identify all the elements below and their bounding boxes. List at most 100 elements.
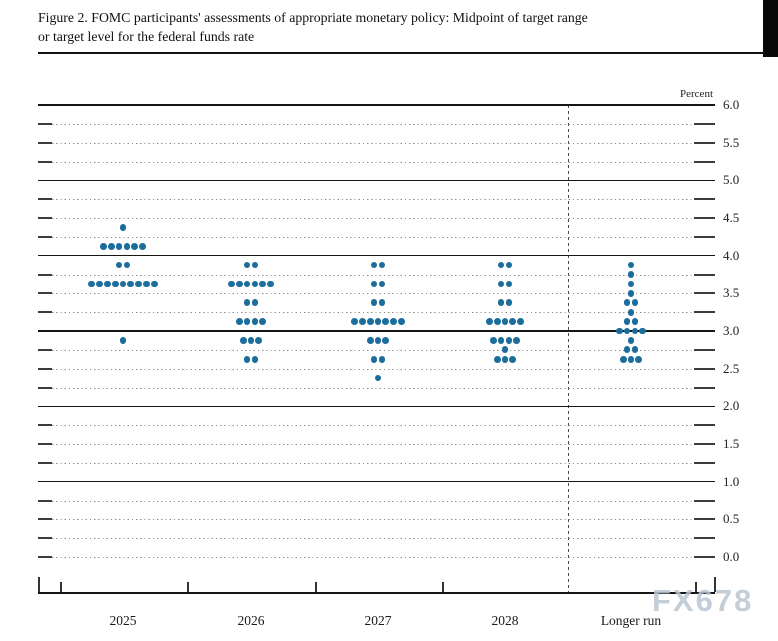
projection-dot-2026-3.375 (251, 299, 259, 307)
x-axis-tick (442, 582, 444, 592)
y-tick-right-4.25 (694, 235, 715, 238)
y-tick-left-0.75 (38, 499, 52, 502)
y-tick-left-4.25 (38, 235, 52, 238)
projection-dot-2027-3.875 (370, 261, 378, 269)
y-tick-right-0.25 (694, 537, 715, 540)
x-axis-tick (714, 577, 716, 592)
projection-dot-2025-3.625 (96, 280, 103, 288)
projection-dot-longer-run-3.25 (627, 308, 635, 316)
projection-dot-2027-3.125 (382, 318, 390, 325)
projection-dot-2027-2.625 (370, 355, 378, 363)
projection-dot-longer-run-2.625 (635, 355, 643, 363)
figure-title-line1: Figure 2. FOMC participants' assessments… (38, 10, 588, 25)
x-axis-line (38, 592, 715, 594)
projection-dot-2025-3.625 (111, 280, 119, 288)
x-axis-label-2026: 2026 (237, 613, 265, 628)
y-tick-left-0 (38, 556, 52, 558)
y-axis-label-6.0: 6.0 (723, 97, 740, 112)
projection-dot-2026-3.625 (228, 280, 235, 288)
y-tick-left-3.25 (38, 311, 52, 314)
y-axis-label-0.5: 0.5 (723, 511, 740, 527)
projection-dot-2027-3.125 (398, 318, 405, 325)
gridline-solid-1 (38, 480, 715, 483)
y-tick-right-1.5 (694, 443, 715, 445)
x-axis-tick (38, 577, 40, 592)
gridline-dotted-4.5 (52, 218, 694, 219)
gridline-dotted-3.5 (52, 293, 694, 295)
y-tick-right-0.75 (694, 499, 715, 502)
projection-dot-longer-run-3.75 (627, 271, 635, 278)
x-axis-tick (315, 582, 317, 592)
y-tick-right-3.25 (694, 311, 715, 314)
projection-dot-2028-3.125 (493, 318, 501, 325)
projection-dot-longer-run-3.375 (623, 299, 631, 307)
projection-dot-2026-3.625 (243, 280, 251, 288)
projection-dot-2027-3.625 (370, 280, 378, 288)
y-tick-left-1.5 (38, 443, 52, 445)
projection-dot-2027-3.875 (378, 261, 386, 269)
y-tick-left-1.75 (38, 424, 52, 427)
y-axis-unit-label: Percent (680, 88, 713, 100)
y-tick-left-2.75 (38, 348, 52, 351)
longer-run-separator-dashed-line (568, 105, 569, 593)
projection-dot-2027-3.375 (378, 299, 386, 307)
y-tick-left-3.75 (38, 273, 52, 276)
gridline-dotted-5.75 (52, 123, 694, 125)
y-axis-label-1.0: 1.0 (723, 473, 740, 489)
projection-dot-longer-run-3.625 (627, 280, 635, 288)
projection-dot-2027-3.125 (359, 318, 366, 325)
gridline-dotted-2.25 (52, 387, 694, 389)
projection-dot-2028-3.125 (509, 318, 517, 325)
projection-dot-2028-3.125 (501, 318, 509, 325)
projection-dot-2025-3.875 (115, 261, 123, 269)
figure-title: Figure 2. FOMC participants' assessments… (38, 8, 738, 46)
y-tick-left-3.5 (38, 292, 52, 295)
gridline-dotted-0.25 (52, 538, 694, 540)
y-tick-left-5.75 (38, 122, 52, 125)
projection-dot-2026-3.125 (251, 318, 259, 325)
projection-dot-2027-2.875 (382, 337, 390, 344)
projection-dot-2025-4.125 (139, 242, 146, 250)
projection-dot-2027-2.875 (374, 337, 382, 344)
figure-title-line2: or target level for the federal funds ra… (38, 29, 255, 44)
gridline-dotted-0.75 (52, 500, 694, 502)
gridline-dotted-5.5 (52, 142, 694, 144)
projection-dot-2026-3.125 (259, 318, 267, 325)
projection-dot-2025-3.625 (119, 280, 127, 288)
gridline-dotted-4.75 (52, 199, 694, 201)
y-axis-label-2.5: 2.5 (723, 360, 740, 376)
gridline-dotted-1.25 (52, 462, 694, 464)
projection-dot-longer-run-2.75 (623, 346, 631, 354)
y-axis-label-5.0: 5.0 (723, 172, 740, 188)
gridline-dotted-0 (52, 557, 694, 558)
y-tick-right-5.5 (694, 141, 715, 144)
projection-dot-2025-4.125 (123, 242, 131, 250)
projection-dot-2028-3.375 (505, 299, 513, 307)
projection-dot-longer-run-3 (639, 327, 647, 335)
y-tick-right-3.75 (694, 273, 715, 276)
gridline-solid-4 (38, 254, 715, 257)
gridline-dotted-3.75 (52, 274, 694, 276)
y-tick-right-0 (694, 556, 715, 558)
gridline-dotted-2.5 (52, 368, 694, 370)
projection-dot-2026-3.125 (243, 318, 251, 325)
projection-dot-2027-3.125 (374, 318, 382, 325)
gridline-solid-3 (38, 330, 715, 332)
y-axis-label-4.0: 4.0 (723, 247, 740, 263)
y-axis-label-0.0: 0.0 (723, 549, 740, 564)
projection-dot-longer-run-2.875 (627, 337, 635, 344)
gridline-dotted-1.75 (52, 425, 694, 427)
projection-dot-2025-3.625 (143, 280, 150, 288)
projection-dot-longer-run-2.625 (627, 355, 635, 363)
y-axis-label-5.5: 5.5 (723, 134, 740, 150)
y-tick-right-4.75 (694, 198, 715, 201)
y-tick-right-4.5 (694, 217, 715, 219)
projection-dot-2026-3.625 (251, 280, 259, 288)
scan-corner-artifact (763, 0, 778, 57)
y-tick-left-1.25 (38, 461, 52, 464)
gridline-dotted-2.75 (52, 349, 694, 351)
projection-dot-2027-2.375 (374, 374, 382, 382)
projection-dot-2026-3.375 (243, 299, 251, 307)
y-tick-right-3.5 (694, 292, 715, 295)
